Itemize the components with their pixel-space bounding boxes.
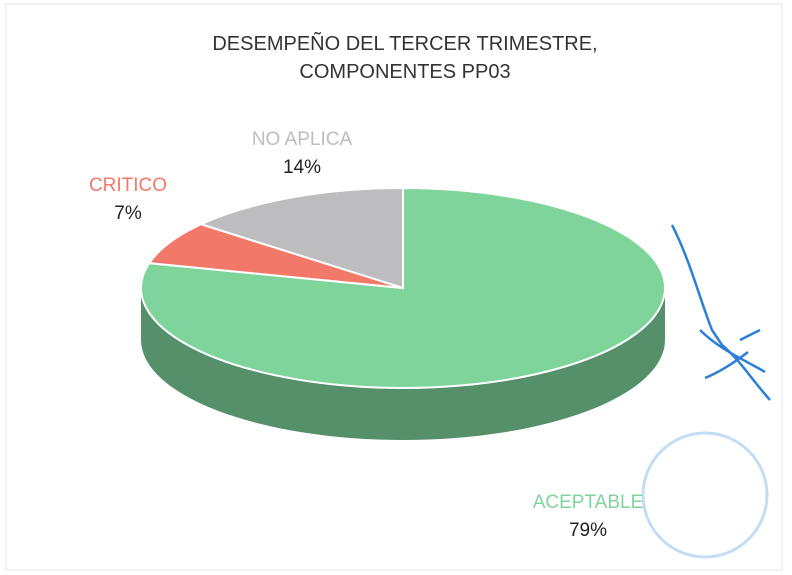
slice-value-label: 7%	[114, 203, 142, 224]
slice-label: CRITICO	[89, 175, 167, 196]
chart-title: DESEMPEÑO DEL TERCER TRIMESTRE, COMPONEN…	[212, 33, 598, 83]
pie-side	[141, 288, 665, 440]
pie-slice	[198, 186, 404, 290]
slice-label: ACEPTABLE	[533, 492, 644, 513]
slice-value-label: 79%	[569, 520, 607, 541]
pie-slice	[147, 223, 404, 289]
stamp	[641, 431, 769, 559]
chart-frame	[5, 3, 783, 571]
pie-slice	[140, 186, 666, 389]
slice-value-label: 14%	[283, 157, 321, 178]
signature	[670, 224, 771, 401]
slice-label: NO APLICA	[252, 129, 353, 150]
